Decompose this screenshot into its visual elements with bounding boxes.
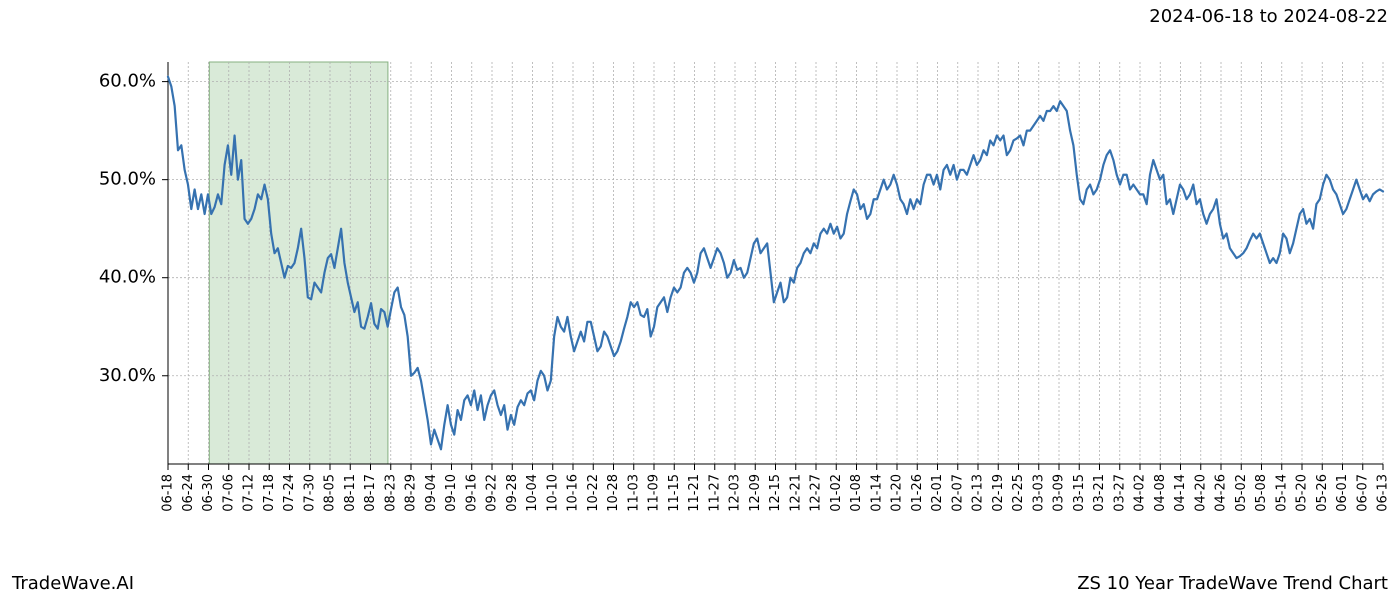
- x-tick-label: 09-04: [424, 474, 439, 512]
- y-tick-label: 40.0%: [99, 267, 156, 288]
- x-tick-label: 10-28: [606, 474, 621, 512]
- x-tick-label: 03-21: [1092, 474, 1107, 512]
- x-tick-label: 03-27: [1112, 474, 1127, 512]
- x-tick-label: 06-01: [1335, 474, 1350, 512]
- date-range-label: 2024-06-18 to 2024-08-22: [1149, 6, 1388, 27]
- x-tick-label: 09-10: [444, 474, 459, 512]
- x-tick-label: 06-30: [201, 474, 216, 512]
- x-tick-label: 11-09: [647, 474, 662, 512]
- y-tick-label: 50.0%: [99, 169, 156, 190]
- x-tick-label: 07-24: [282, 474, 297, 512]
- x-tick-label: 09-28: [505, 474, 520, 512]
- x-tick-label: 11-21: [687, 474, 702, 512]
- y-tick-label: 60.0%: [99, 71, 156, 92]
- chart-title: ZS 10 Year TradeWave Trend Chart: [1077, 573, 1388, 594]
- x-tick-label: 07-12: [242, 474, 257, 512]
- x-tick-label: 08-29: [404, 474, 419, 512]
- x-tick-label: 11-03: [626, 474, 641, 512]
- x-tick-label: 02-19: [991, 474, 1006, 512]
- chart-container: 2024-06-18 to 2024-08-22 TradeWave.AI ZS…: [0, 0, 1400, 600]
- x-tick-label: 06-18: [161, 474, 176, 512]
- x-tick-label: 05-26: [1315, 474, 1330, 512]
- x-tick-label: 11-27: [707, 474, 722, 512]
- x-tick-label: 05-02: [1234, 474, 1249, 512]
- x-tick-label: 08-11: [343, 474, 358, 512]
- x-tick-label: 05-20: [1295, 474, 1310, 512]
- y-tick-label: 30.0%: [99, 365, 156, 386]
- x-tick-label: 04-26: [1214, 474, 1229, 512]
- x-tick-label: 10-22: [586, 474, 601, 512]
- x-tick-label: 09-16: [464, 474, 479, 512]
- x-tick-label: 03-15: [1072, 474, 1087, 512]
- x-tick-label: 01-20: [890, 474, 905, 512]
- x-tick-label: 01-14: [869, 474, 884, 512]
- x-tick-label: 07-18: [262, 474, 277, 512]
- x-tick-label: 03-09: [1052, 474, 1067, 512]
- x-tick-label: 04-20: [1193, 474, 1208, 512]
- x-tick-label: 03-03: [1031, 474, 1046, 512]
- x-tick-label: 08-17: [363, 474, 378, 512]
- x-tick-label: 08-05: [323, 474, 338, 512]
- trend-chart: 30.0% 40.0% 50.0% 60.0% 06-18 06-24 06-30 07-06…: [0, 0, 1400, 600]
- x-tick-label: 12-21: [788, 474, 803, 512]
- x-tick-label: 02-01: [930, 474, 945, 512]
- x-tick-label: 12-27: [809, 474, 824, 512]
- x-tick-label: 02-13: [971, 474, 986, 512]
- x-tick-label: 01-26: [910, 474, 925, 512]
- x-tick-label: 04-08: [1153, 474, 1168, 512]
- x-tick-label: 10-04: [525, 474, 540, 512]
- x-tick-label: 12-09: [748, 474, 763, 512]
- x-tick-label: 02-25: [1011, 474, 1026, 512]
- x-tick-label: 01-02: [829, 474, 844, 512]
- x-tick-label: 12-03: [728, 474, 743, 512]
- brand-label: TradeWave.AI: [12, 573, 134, 594]
- x-tick-label: 02-07: [950, 474, 965, 512]
- x-tick-label: 04-02: [1133, 474, 1148, 512]
- x-tick-label: 05-14: [1274, 474, 1289, 512]
- x-tick-label: 10-10: [545, 474, 560, 512]
- x-tick-label: 06-13: [1376, 474, 1391, 512]
- x-tick-label: 07-30: [302, 474, 317, 512]
- x-tick-label: 06-24: [181, 474, 196, 512]
- x-tick-label: 04-14: [1173, 474, 1188, 512]
- x-tick-label: 06-07: [1355, 474, 1370, 512]
- x-tick-label: 08-23: [383, 474, 398, 512]
- x-tick-label: 11-15: [667, 474, 682, 512]
- x-tick-label: 10-16: [566, 474, 581, 512]
- x-tick-label: 09-22: [485, 474, 500, 512]
- x-tick-label: 01-08: [849, 474, 864, 512]
- x-tick-label: 12-15: [768, 474, 783, 512]
- x-tick-label: 05-08: [1254, 474, 1269, 512]
- x-tick-label: 07-06: [221, 474, 236, 512]
